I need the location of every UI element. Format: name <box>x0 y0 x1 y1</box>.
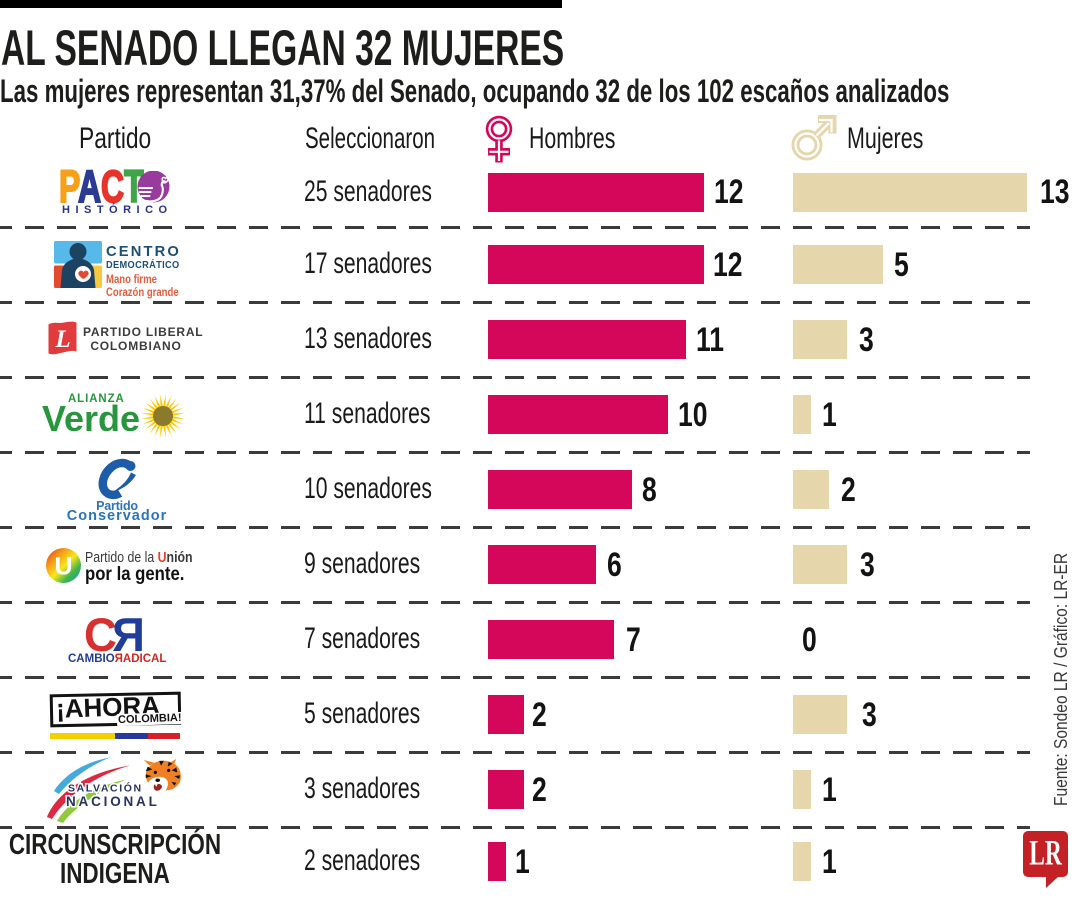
svg-text:U: U <box>54 553 72 581</box>
svg-text:NACIONAL: NACIONAL <box>66 794 160 809</box>
svg-text:SALVACIÓN: SALVACIÓN <box>68 782 143 795</box>
svg-text:L: L <box>54 326 70 353</box>
svg-text:LR: LR <box>1029 833 1062 873</box>
